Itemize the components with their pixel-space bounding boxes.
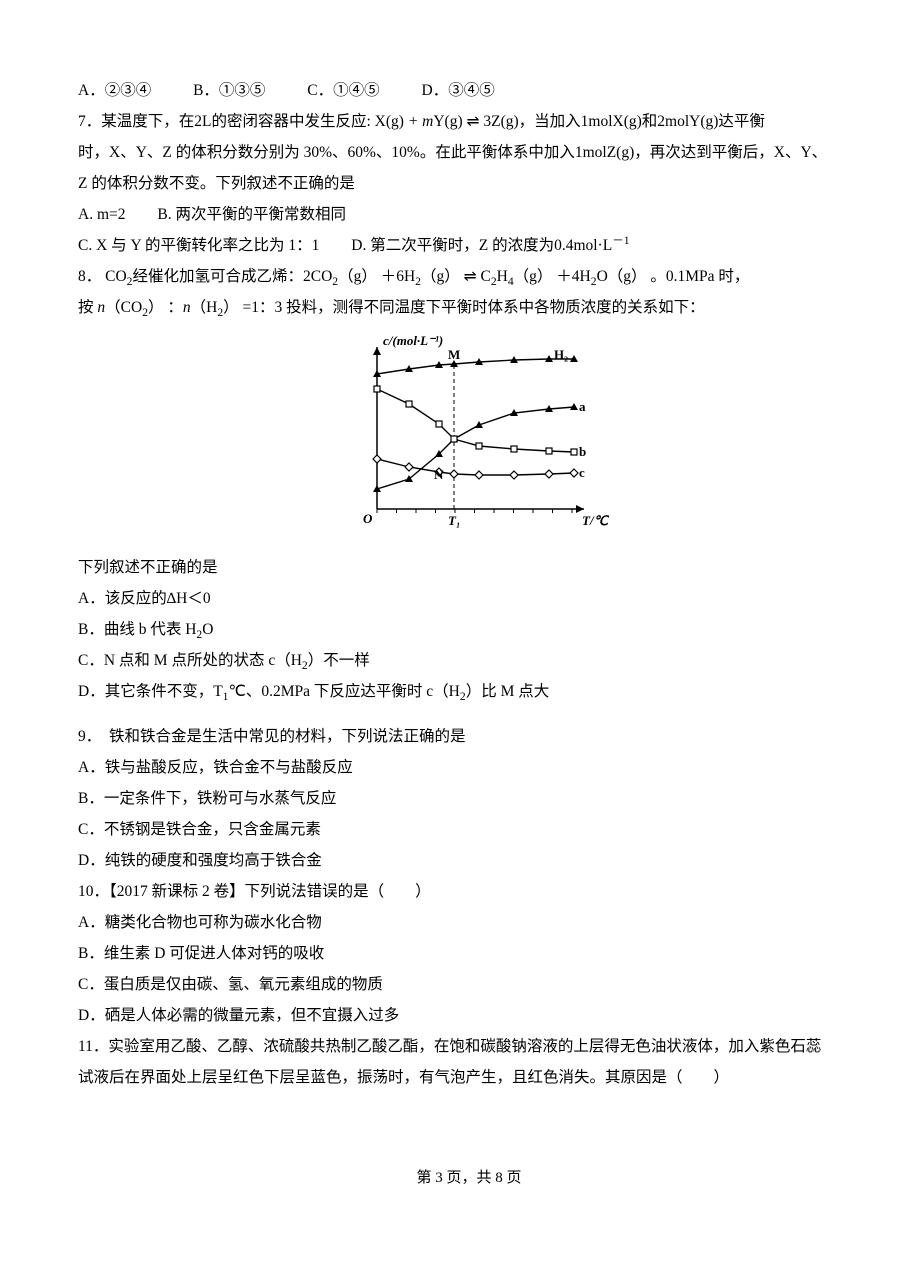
q8-opt-a: A．该反应的∆H＜0: [78, 583, 860, 614]
q8c-a: C．N 点和 M 点所处的状态 c（H: [78, 652, 302, 669]
q9-opt-b: B．一定条件下，铁粉可与水蒸气反应: [78, 783, 860, 814]
q8d-a: D．其它条件不变，T: [78, 683, 223, 700]
q8-opt-c: C．N 点和 M 点所处的状态 c（H2）不一样: [78, 645, 860, 676]
q7-line1: 7．某温度下，在2L的密闭容器中发生反应: X(g) + mY(g) ⇌ 3Z(…: [78, 106, 860, 137]
q9-opt-c: C．不锈钢是铁合金，只含金属元素: [78, 814, 860, 845]
q7-d-text: D. 第二次平衡时，Z 的浓度为0.4mol·L: [351, 237, 612, 254]
q10-opt-c: C．蛋白质是仅由碳、氢、氧元素组成的物质: [78, 969, 860, 1000]
q8-chart: c/(mol·L⁻¹) T/℃ O T₁ H₂ a bc M N: [78, 329, 860, 550]
q9-stem: 9． 铁和铁合金是生活中常见的材料，下列说法正确的是: [78, 721, 860, 752]
q8-l2d: ） ：: [148, 299, 183, 316]
q6-opt-d: D．③④⑤: [422, 75, 495, 106]
page-footer: 第 3 页，共 8 页: [78, 1163, 860, 1193]
q6-opt-b: B．①③⑤: [193, 75, 265, 106]
q11-line1: 11．实验室用乙酸、乙醇、浓硫酸共热制乙酸乙酯，在饱和碳酸钠溶液的上层得无色油状…: [78, 1031, 860, 1062]
q8-l1c: （g） ＋6H: [338, 268, 415, 285]
q8-l1e: C: [477, 268, 491, 285]
q8-arrow: ⇌: [464, 268, 477, 285]
q8-l1f: H: [497, 268, 508, 285]
q8-l2a: 按: [78, 299, 94, 316]
q8d-c: ）比 M 点大: [466, 683, 550, 700]
q8-n2: n: [183, 299, 191, 316]
q6-options: A．②③④ B．①③⑤ C．①④⑤ D．③④⑤: [78, 75, 860, 106]
q10-opt-b: B．维生素 D 可促进人体对钙的吸收: [78, 938, 860, 969]
svg-text:a: a: [579, 399, 586, 414]
q7-equation: X(g) + mY(g) ⇌ 3Z(g): [375, 113, 519, 130]
q7-cd: C. X 与 Y 的平衡转化率之比为 1：1 D. 第二次平衡时，Z 的浓度为0…: [78, 230, 860, 261]
q7-line3: Z 的体积分数不变。下列叙述不正确的是: [78, 168, 860, 199]
q7-l1b: ，当加入1molX(g)和2molY(g)达平衡: [519, 113, 765, 130]
q10-opt-a: A．糖类化合物也可称为碳水化合物: [78, 907, 860, 938]
q7-opt-a: A. m=2: [78, 206, 126, 223]
q8-l1h: O（g） 。0.1MPa 时，: [597, 268, 750, 285]
q6-opt-c: C．①④⑤: [307, 75, 379, 106]
q10-opt-d: D．硒是人体必需的微量元素，但不宜摄入过多: [78, 1000, 860, 1031]
svg-text:T₁: T₁: [448, 513, 460, 528]
chart-svg: c/(mol·L⁻¹) T/℃ O T₁ H₂ a bc M N: [329, 329, 609, 539]
q8b-a: B．曲线 b 代表 H: [78, 621, 196, 638]
q6-opt-a: A．②③④: [78, 75, 151, 106]
q8-opt-b: B．曲线 b 代表 H2O: [78, 614, 860, 645]
q9-opt-d: D．纯铁的硬度和强度均高于铁合金: [78, 845, 860, 876]
svg-text:c: c: [579, 465, 585, 480]
q8b-b: O: [202, 621, 213, 638]
svg-text:b: b: [579, 444, 586, 459]
q8-l2c: （CO: [105, 299, 142, 316]
q8-l2g: ） =1：3 投料，测得不同温度下平衡时体系中各物质浓度的关系如下：: [223, 299, 705, 316]
q9-opt-a: A．铁与盐酸反应，铁合金不与盐酸反应: [78, 752, 860, 783]
q10-stem: 10．【2017 新课标 2 卷】下列说法错误的是（ ）: [78, 876, 860, 907]
q7-l1a: 7．某温度下，在2L的密闭容器中发生反应:: [78, 113, 375, 130]
svg-text:N: N: [434, 467, 444, 482]
q7-ab: A. m=2 B. 两次平衡的平衡常数相同: [78, 199, 860, 230]
q7-opt-b: B. 两次平衡的平衡常数相同: [157, 206, 346, 223]
svg-text:M: M: [448, 347, 460, 362]
q8-n1: n: [97, 299, 105, 316]
q8d-b: ℃、0.2MPa 下反应达平衡时 c（H: [228, 683, 459, 700]
q7-d-sup: －1: [612, 234, 629, 247]
q8-line2: 按 n（CO2） ：n（H2） =1：3 投料，测得不同温度下平衡时体系中各物质…: [78, 292, 860, 323]
q8-l1b: 经催化加氢可合成乙烯：2CO: [132, 268, 332, 285]
svg-text:c/(mol·L⁻¹): c/(mol·L⁻¹): [383, 333, 443, 348]
q8-line1: 8． CO2经催化加氢可合成乙烯：2CO2（g） ＋6H2（g） ⇌ C2H4（…: [78, 261, 860, 292]
q8-l1g: （g） ＋4H: [514, 268, 591, 285]
q7-opt-c: C. X 与 Y 的平衡转化率之比为 1：1: [78, 237, 319, 254]
q8-l1a: 8． CO: [78, 268, 127, 285]
q8c-b: ）不一样: [308, 652, 370, 669]
q8-l1d: （g）: [421, 268, 464, 285]
q8-l2f: （H: [191, 299, 218, 316]
q7-line2: 时，X、Y、Z 的体积分数分别为 30%、60%、10%。在此平衡体系中加入1m…: [78, 137, 860, 168]
q8-opt-d: D．其它条件不变，T1℃、0.2MPa 下反应达平衡时 c（H2）比 M 点大: [78, 676, 860, 707]
q8-post-stem: 下列叙述不正确的是: [78, 552, 860, 583]
svg-text:O: O: [363, 511, 373, 526]
q7-opt-d: D. 第二次平衡时，Z 的浓度为0.4mol·L－1: [351, 237, 629, 254]
svg-text:H₂: H₂: [554, 347, 568, 362]
q11-line2: 试液后在界面处上层呈红色下层呈蓝色，振荡时，有气泡产生，且红色消失。其原因是（ …: [78, 1062, 860, 1093]
svg-text:T/℃: T/℃: [582, 513, 609, 528]
